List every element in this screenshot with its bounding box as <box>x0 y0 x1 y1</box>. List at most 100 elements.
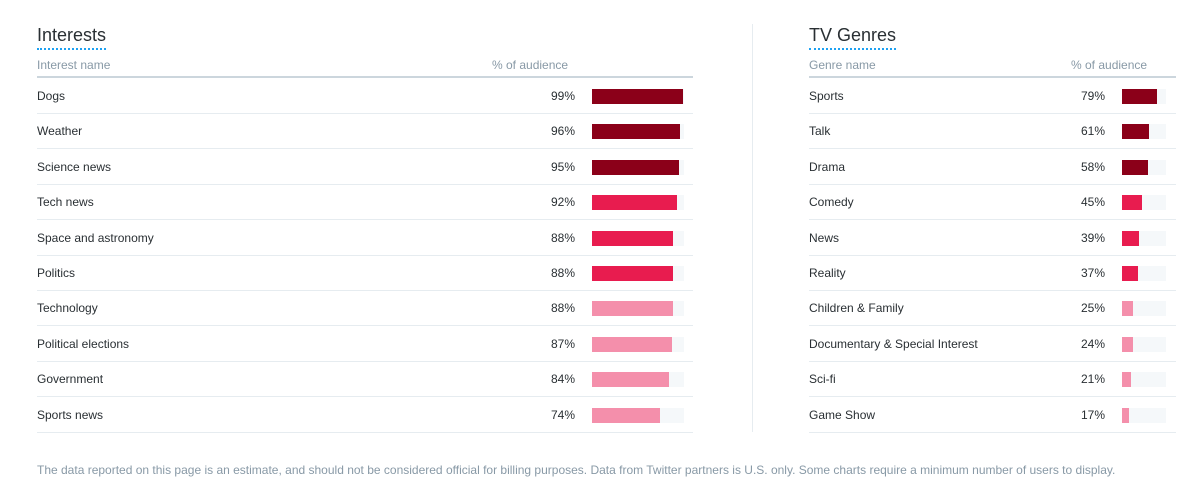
interest-row: Space and astronomy 88% <box>37 220 693 256</box>
genre-row: Reality 37% <box>809 255 1176 291</box>
interest-label: Science news <box>37 159 112 174</box>
interest-percent-value: 84% <box>550 372 575 387</box>
interest-label: Dogs <box>37 89 66 103</box>
genre-bar-track <box>1122 230 1166 246</box>
interest-bar-track <box>592 124 684 140</box>
interest-bar-track <box>592 407 684 423</box>
genre-label: Children & Family <box>809 301 904 316</box>
interest-label: Space and astronomy <box>37 230 154 245</box>
interests-name-column-header: Interest name <box>37 58 111 72</box>
genre-bar-track <box>1122 266 1166 281</box>
interest-bar <box>592 195 677 211</box>
interests-percent-column-header: % of audience <box>492 58 569 72</box>
interest-label: Weather <box>37 124 83 139</box>
genre-row: Drama 58% <box>809 149 1176 185</box>
genre-row: Comedy 45% <box>809 184 1176 221</box>
genre-label: Documentary & Special Interest <box>809 336 978 351</box>
interest-label: Technology <box>37 301 98 316</box>
genre-percent-value: 17% <box>1080 407 1105 422</box>
genre-bar-track <box>1122 195 1166 211</box>
genre-bar-track <box>1122 159 1166 175</box>
genre-percent-value: 37% <box>1080 266 1105 280</box>
genre-row: Talk 61% <box>809 113 1176 150</box>
interest-bar <box>592 301 673 317</box>
genre-bar <box>1122 195 1142 211</box>
interest-bar <box>592 89 684 104</box>
genre-row: Sports 79% <box>809 78 1176 114</box>
panel-divider <box>752 24 753 432</box>
genre-bar <box>1122 336 1133 352</box>
genre-label: Reality <box>809 266 846 280</box>
interest-bar-track <box>592 230 684 246</box>
genre-percent-value: 79% <box>1080 89 1105 103</box>
genre-bar <box>1122 230 1140 246</box>
genre-percent-value: 61% <box>1080 124 1105 139</box>
genre-bar <box>1122 372 1132 388</box>
genre-row: Documentary & Special Interest 24% <box>809 326 1176 362</box>
interest-percent-value: 99% <box>550 89 575 103</box>
footnote: The data reported on this page is an est… <box>37 463 1116 477</box>
genre-percent-value: 58% <box>1080 159 1105 174</box>
genre-percent-value: 39% <box>1080 230 1105 245</box>
genre-bar <box>1122 89 1157 104</box>
interest-bar <box>592 124 681 140</box>
interest-label: Government <box>37 372 104 387</box>
interest-percent-value: 74% <box>550 407 575 422</box>
genre-bar <box>1122 159 1148 175</box>
genre-bar-track <box>1122 124 1166 140</box>
interest-bar-track <box>592 266 684 281</box>
genre-bar-track <box>1122 407 1166 423</box>
interest-percent-value: 95% <box>550 159 575 174</box>
genre-label: Sci-fi <box>809 372 836 387</box>
genre-label: Comedy <box>809 195 854 210</box>
genre-bar-track <box>1122 301 1166 317</box>
genre-row: Game Show 17% <box>809 397 1176 433</box>
genre-bar <box>1122 124 1149 140</box>
interest-bar-track <box>592 372 684 388</box>
interest-bar-track <box>592 159 684 175</box>
genre-row: News 39% <box>809 220 1176 256</box>
interests-header-rule <box>37 76 693 78</box>
interest-percent-value: 88% <box>550 266 575 280</box>
interest-row: Government 84% <box>37 361 693 398</box>
interest-label: Politics <box>37 266 76 280</box>
genre-percent-value: 45% <box>1080 195 1105 210</box>
interest-percent-value: 88% <box>550 301 575 316</box>
genre-label: News <box>809 230 840 245</box>
interest-row: Dogs 99% <box>37 78 693 114</box>
interest-bar-track <box>592 195 684 211</box>
genre-bar <box>1122 301 1133 317</box>
interest-bar <box>592 336 673 352</box>
genre-bar <box>1122 266 1139 281</box>
interest-bar-track <box>592 89 684 104</box>
interest-percent-value: 92% <box>550 195 575 210</box>
interest-row: Tech news 92% <box>37 184 693 221</box>
interest-label: Political elections <box>37 336 130 351</box>
tv-genres-title[interactable]: TV Genres <box>809 23 897 50</box>
interest-percent-value: 88% <box>550 230 575 245</box>
interest-bar <box>592 407 661 423</box>
interest-bar <box>592 230 673 246</box>
interest-bar-track <box>592 301 684 317</box>
interest-row: Weather 96% <box>37 113 693 150</box>
genres-header-rule <box>809 76 1176 78</box>
genre-bar-track <box>1122 89 1166 104</box>
interest-row: Technology 88% <box>37 290 693 327</box>
genre-label: Sports <box>809 89 844 103</box>
genre-percent-value: 21% <box>1080 372 1105 387</box>
genre-bar <box>1122 407 1130 423</box>
genre-label: Talk <box>809 124 831 139</box>
genre-percent-value: 25% <box>1080 301 1105 316</box>
genre-percent-value: 24% <box>1080 336 1105 351</box>
genre-label: Game Show <box>809 407 876 422</box>
genre-row: Sci-fi 21% <box>809 361 1176 398</box>
genres-name-column-header: Genre name <box>809 58 876 72</box>
interest-bar <box>592 372 670 388</box>
interests-title[interactable]: Interests <box>37 23 107 50</box>
interest-percent-value: 96% <box>550 124 575 139</box>
interest-row: Sports news 74% <box>37 397 693 433</box>
genre-bar-track <box>1122 372 1166 388</box>
interest-row: Political elections 87% <box>37 326 693 362</box>
genre-row: Children & Family 25% <box>809 290 1176 327</box>
genre-label: Drama <box>809 159 846 174</box>
